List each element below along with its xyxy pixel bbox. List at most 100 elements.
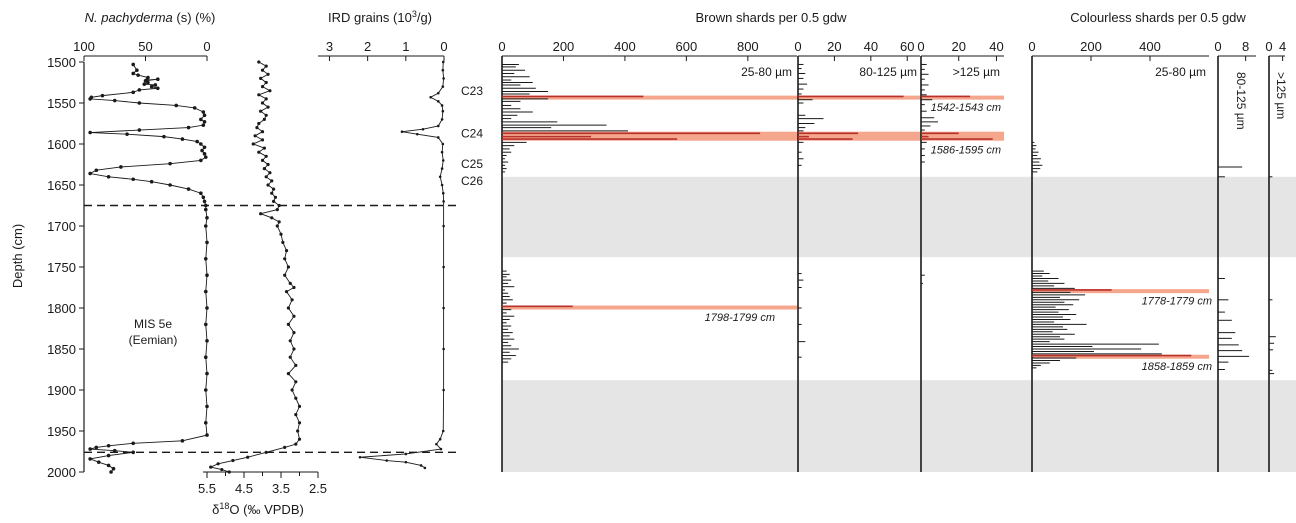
npachy-point: [186, 125, 191, 130]
colourless_25_80-tick-label: 0: [1028, 39, 1035, 54]
brown-gt125-label: >125 µm: [953, 65, 1000, 79]
d18o-point: [264, 64, 268, 68]
npachy-point: [112, 98, 117, 103]
npachy-point: [200, 148, 204, 153]
d18o-point: [266, 162, 270, 167]
ird-point: [441, 191, 445, 195]
d18o-point: [257, 93, 261, 97]
brown_gt125-tick-label: 0: [917, 39, 924, 54]
ird-point: [441, 109, 445, 113]
cold-event-label: C23: [461, 84, 483, 98]
brown-header: Brown shards per 0.5 gdw: [695, 10, 847, 25]
d18o-point: [264, 175, 268, 179]
brown_25_80-tick-label: 800: [737, 39, 759, 54]
npachy-point: [153, 83, 158, 87]
colourless-header: Colourless shards per 0.5 gdw: [1070, 10, 1246, 25]
d18o-point: [220, 467, 224, 472]
ird-point: [419, 464, 423, 467]
npachy-point: [162, 134, 166, 139]
d18o-tick-label: 4.5: [235, 481, 253, 496]
d18o-tick-label: 3.5: [272, 481, 290, 496]
d18o-point: [290, 388, 294, 392]
d18o-point: [275, 224, 279, 228]
d18o-point: [253, 134, 257, 138]
ird-point: [442, 77, 445, 80]
colourless_25_80-tick-label: 200: [1080, 39, 1102, 54]
d18o-point: [290, 298, 294, 302]
d18o-point: [270, 179, 274, 183]
npachy-point: [201, 195, 206, 200]
npachy-point: [146, 80, 150, 85]
npachy-point: [88, 130, 92, 135]
ird-tick-label: 3: [326, 39, 333, 54]
ird-line: [359, 61, 445, 469]
npachy-point: [131, 71, 135, 76]
ird-point: [440, 104, 444, 107]
d18o-point: [260, 85, 265, 89]
d18o-point: [283, 273, 287, 277]
ird-point: [435, 442, 438, 446]
npachy-point: [205, 240, 209, 245]
brown_25_80-tick-label: 400: [614, 39, 636, 54]
d18o-point: [257, 60, 261, 64]
npachy-point: [131, 177, 135, 182]
highlight-label: 1858-1859 cm: [1142, 361, 1212, 373]
d18o-point: [292, 285, 296, 290]
plot-layer: 1542-1543 cm 1586-1595 cm 1798-1799 cm 1778…: [47, 39, 1286, 496]
d18o-point: [264, 154, 268, 158]
cold-event-label: C26: [461, 174, 483, 188]
d18o-point: [231, 458, 235, 463]
d18o-point: [209, 465, 213, 469]
npachy-point: [94, 445, 99, 450]
depth-tick-label: 1950: [47, 424, 76, 439]
colourless_80_125-tick-label: 0: [1214, 39, 1221, 54]
npachy-point: [119, 165, 123, 169]
highlight-band: [502, 95, 1004, 100]
npachy-point: [203, 257, 208, 261]
npachy-point: [203, 322, 208, 327]
npachy-point: [199, 142, 203, 146]
npachy-point: [203, 355, 208, 360]
mis-label: MIS 5e: [134, 317, 172, 331]
d18o-point: [272, 187, 276, 191]
ird-tick-label: 2: [364, 39, 371, 54]
d18o-point: [297, 421, 302, 425]
d18o-point: [294, 442, 298, 446]
ird-point: [442, 200, 445, 203]
d18o-point: [283, 257, 287, 261]
npachy-point: [149, 84, 154, 89]
ird-point: [441, 142, 445, 146]
npachy-point: [106, 443, 111, 448]
d18o-point: [264, 80, 268, 85]
npachy-point: [174, 103, 179, 108]
npachy-point: [156, 86, 160, 91]
brown-25-80-label: 25-80 µm: [741, 65, 792, 79]
ird-point: [440, 167, 444, 170]
d18o-point: [264, 97, 268, 101]
ird-point: [438, 175, 442, 179]
d18o-point: [216, 462, 220, 466]
highlight-label: 1542-1543 cm: [931, 102, 1001, 114]
d18o-point: [270, 191, 274, 195]
depth-tick-label: 1500: [47, 55, 76, 70]
ird-point: [441, 68, 445, 72]
grey-band: [502, 176, 1296, 258]
npachy-point: [203, 388, 208, 392]
highlight-band: [1032, 289, 1209, 294]
colourless-25-80-label: 25-80 µm: [1155, 65, 1206, 79]
d18o-point: [281, 240, 285, 244]
npachy-point: [88, 97, 92, 101]
depth-tick-label: 1550: [47, 96, 76, 111]
eemian-label: (Eemian): [129, 333, 178, 347]
npachy-point: [168, 183, 172, 187]
ird-title: IRD grains (103/g): [328, 9, 432, 25]
d18o-point: [294, 380, 298, 384]
npachy-point: [199, 117, 203, 122]
depth-tick-label: 1600: [47, 137, 76, 152]
npachy-point: [142, 82, 147, 86]
ird-point: [441, 85, 445, 88]
highlight-band: [1032, 354, 1209, 359]
background-layer: [502, 95, 1296, 472]
ird-point: [440, 118, 444, 121]
colourless_gt125-tick-label: 4: [1279, 39, 1286, 54]
